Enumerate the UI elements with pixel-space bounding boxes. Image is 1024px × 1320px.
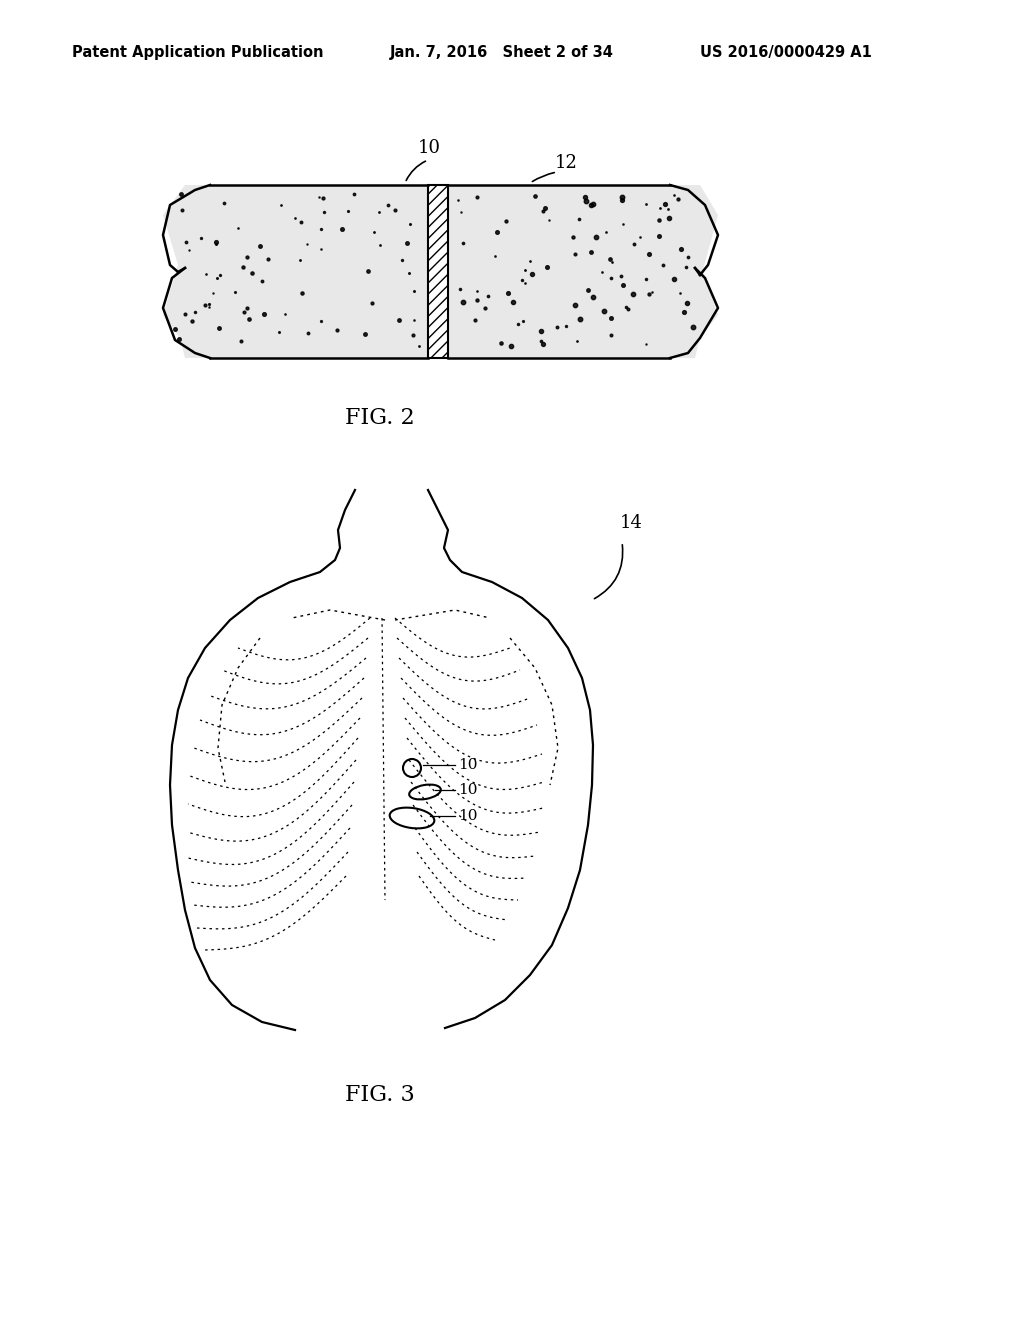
Text: Jan. 7, 2016   Sheet 2 of 34: Jan. 7, 2016 Sheet 2 of 34 (390, 45, 613, 59)
Text: FIG. 2: FIG. 2 (345, 407, 415, 429)
Text: 12: 12 (555, 154, 578, 172)
Polygon shape (210, 185, 428, 358)
Polygon shape (449, 185, 670, 358)
Text: 10: 10 (418, 139, 441, 157)
Text: 14: 14 (620, 513, 643, 532)
Text: US 2016/0000429 A1: US 2016/0000429 A1 (700, 45, 871, 59)
Bar (428, 185, 449, 358)
Text: 10: 10 (458, 758, 477, 772)
Text: Patent Application Publication: Patent Application Publication (72, 45, 324, 59)
Polygon shape (670, 185, 718, 358)
Polygon shape (163, 185, 210, 358)
Text: FIG. 3: FIG. 3 (345, 1084, 415, 1106)
Text: 10: 10 (458, 809, 477, 822)
Text: 10: 10 (458, 783, 477, 797)
